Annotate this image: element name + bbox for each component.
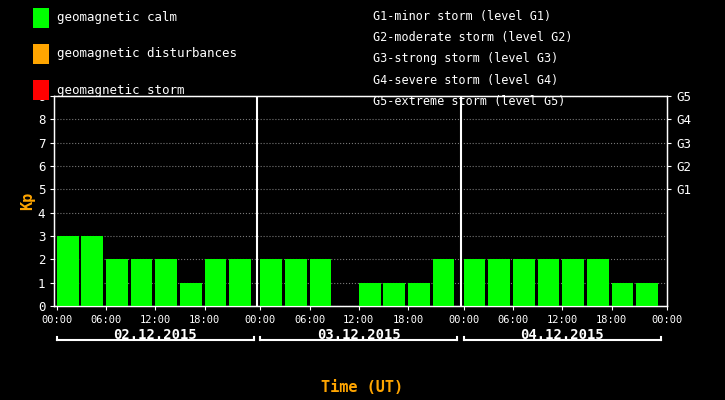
Bar [513,259,534,306]
Bar [433,259,455,306]
Text: G3-strong storm (level G3): G3-strong storm (level G3) [373,52,559,65]
Text: geomagnetic disturbances: geomagnetic disturbances [57,48,237,60]
Text: geomagnetic storm: geomagnetic storm [57,84,185,96]
Text: G5-extreme storm (level G5): G5-extreme storm (level G5) [373,95,566,108]
Bar [587,259,608,306]
Bar [310,259,331,306]
Bar [106,259,128,306]
Bar [81,236,103,306]
Bar [537,259,559,306]
Bar [359,283,381,306]
Bar [408,283,430,306]
Bar [463,259,485,306]
Text: 04.12.2015: 04.12.2015 [521,328,604,342]
Text: 02.12.2015: 02.12.2015 [114,328,197,342]
Text: Time (UT): Time (UT) [321,380,404,395]
Text: G4-severe storm (level G4): G4-severe storm (level G4) [373,74,559,87]
Bar [667,259,689,306]
Bar [636,283,658,306]
Bar [57,236,78,306]
Bar [155,259,177,306]
Bar [611,283,633,306]
Text: geomagnetic calm: geomagnetic calm [57,12,178,24]
Text: G1-minor storm (level G1): G1-minor storm (level G1) [373,10,552,23]
Bar [229,259,251,306]
Bar [204,259,226,306]
Y-axis label: Kp: Kp [20,192,35,210]
Bar [562,259,584,306]
Bar [285,259,307,306]
Bar [180,283,202,306]
Text: 03.12.2015: 03.12.2015 [317,328,401,342]
Bar [488,259,510,306]
Bar [384,283,405,306]
Bar [130,259,152,306]
Bar [260,259,282,306]
Text: G2-moderate storm (level G2): G2-moderate storm (level G2) [373,31,573,44]
